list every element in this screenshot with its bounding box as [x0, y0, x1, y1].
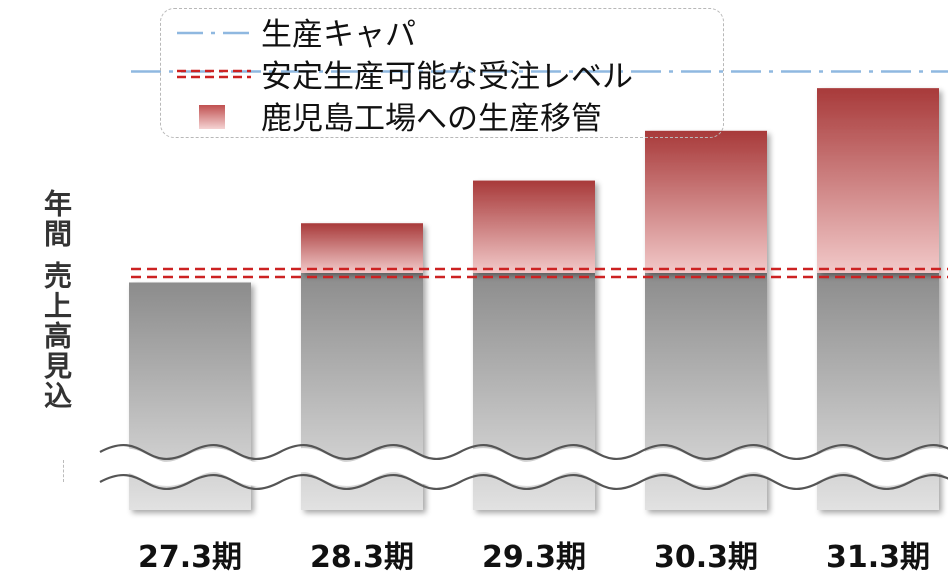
bar-transfer-segment	[817, 88, 939, 273]
x-tick-label: 28.3期	[309, 540, 415, 575]
x-tick-label: 29.3期	[481, 540, 587, 575]
y-axis-label: 年間 売上高見込	[40, 189, 73, 411]
axis-break-wave-upper	[99, 444, 948, 460]
bar-transfer-segment	[645, 130, 767, 273]
axis-break-wave-lower	[99, 474, 948, 490]
bar-transfer-segment	[301, 223, 423, 273]
chart-legend: 生産キャパ 安定生産可能な受注レベル 鹿児島工場への生産移管	[160, 8, 724, 138]
x-tick-label: 27.3期	[137, 540, 243, 575]
legend-label-capacity: 生産キャパ	[261, 16, 416, 53]
legend-label-stable-level: 安定生産可能な受注レベル	[261, 58, 633, 95]
legend-label-transfer: 鹿児島工場への生産移管	[261, 100, 602, 137]
x-tick-label: 31.3期	[825, 540, 931, 575]
bar-transfer-segment	[473, 180, 595, 273]
legend-item-capacity: 生産キャパ	[161, 11, 416, 53]
x-tick-label: 30.3期	[653, 540, 759, 575]
axis-break-gap	[94, 448, 948, 486]
legend-key-double-dashed	[177, 69, 251, 79]
legend-key-dash-dot	[177, 31, 251, 35]
legend-key-gradient-square	[199, 105, 225, 129]
axis-tick-mark	[63, 460, 64, 482]
legend-item-transfer: 鹿児島工場への生産移管	[161, 95, 602, 137]
legend-item-stable-level: 安定生産可能な受注レベル	[161, 53, 633, 95]
